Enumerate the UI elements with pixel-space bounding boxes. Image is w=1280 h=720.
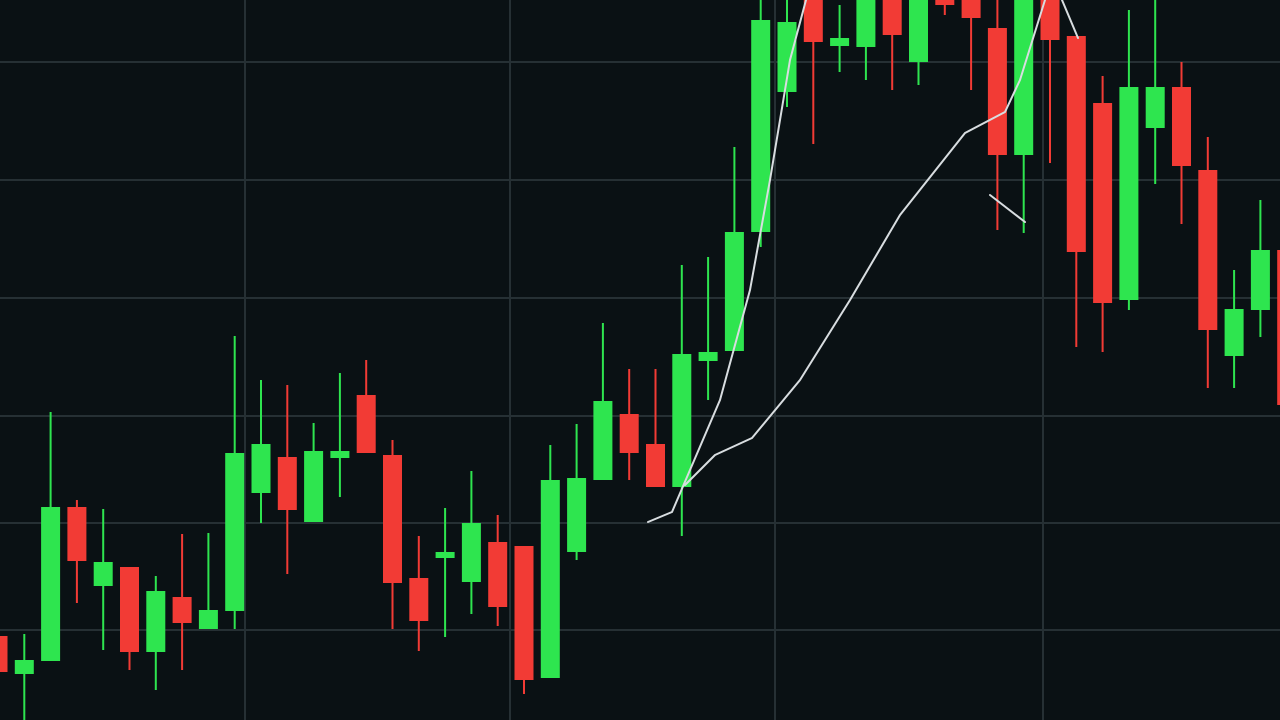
candle-body — [198, 610, 218, 629]
candle-body — [67, 507, 87, 561]
candle-body — [935, 0, 955, 5]
moving-average-line — [647, 0, 807, 523]
candle-body — [961, 0, 981, 18]
candle-body — [488, 542, 508, 607]
candle-body — [14, 660, 34, 674]
candle-body — [304, 451, 324, 522]
moving-average-line — [684, 0, 1046, 486]
candle-body — [1093, 103, 1113, 303]
candle-body — [777, 22, 797, 92]
candle-body — [1198, 170, 1218, 330]
candle-body — [277, 457, 297, 510]
candle-body — [1040, 0, 1060, 40]
candle-body — [909, 0, 928, 62]
candle-body — [646, 444, 665, 487]
candle-body — [724, 232, 744, 351]
candle-body — [830, 38, 850, 46]
candle-body — [514, 546, 534, 680]
candle-body — [383, 455, 402, 583]
candle-body — [1277, 250, 1280, 405]
candle-body — [619, 414, 639, 453]
candle-body — [1172, 87, 1191, 166]
candle-body — [698, 352, 718, 361]
candle-body — [751, 20, 771, 232]
candle-body — [567, 478, 587, 552]
candle-body — [856, 0, 876, 47]
candle-body — [409, 578, 429, 621]
candle-body — [461, 523, 481, 582]
candle-body — [882, 0, 902, 35]
candle-body — [93, 562, 113, 586]
candle-body — [1250, 250, 1270, 310]
candle-body — [987, 28, 1007, 155]
candle-body — [593, 401, 613, 480]
candle-body — [330, 451, 350, 458]
moving-averages — [647, 0, 1079, 523]
candle-body — [146, 591, 166, 652]
candle-body — [540, 480, 560, 678]
candle-body — [0, 636, 8, 672]
candle-body — [120, 567, 139, 652]
candle-body — [225, 453, 245, 611]
candle-body — [672, 354, 692, 487]
candle-body — [1119, 87, 1139, 300]
candle-body — [172, 597, 192, 623]
candle-body — [41, 507, 61, 661]
candle-body — [1224, 309, 1244, 356]
moving-average-line — [1061, 0, 1079, 39]
candle-body — [1014, 0, 1034, 155]
moving-average-line — [989, 194, 1026, 223]
candle-body — [1066, 36, 1086, 252]
candle-body — [435, 552, 455, 558]
candle-body — [251, 444, 271, 493]
candle-body — [356, 395, 376, 453]
candle-body — [803, 0, 823, 42]
candle-body — [1145, 87, 1165, 128]
